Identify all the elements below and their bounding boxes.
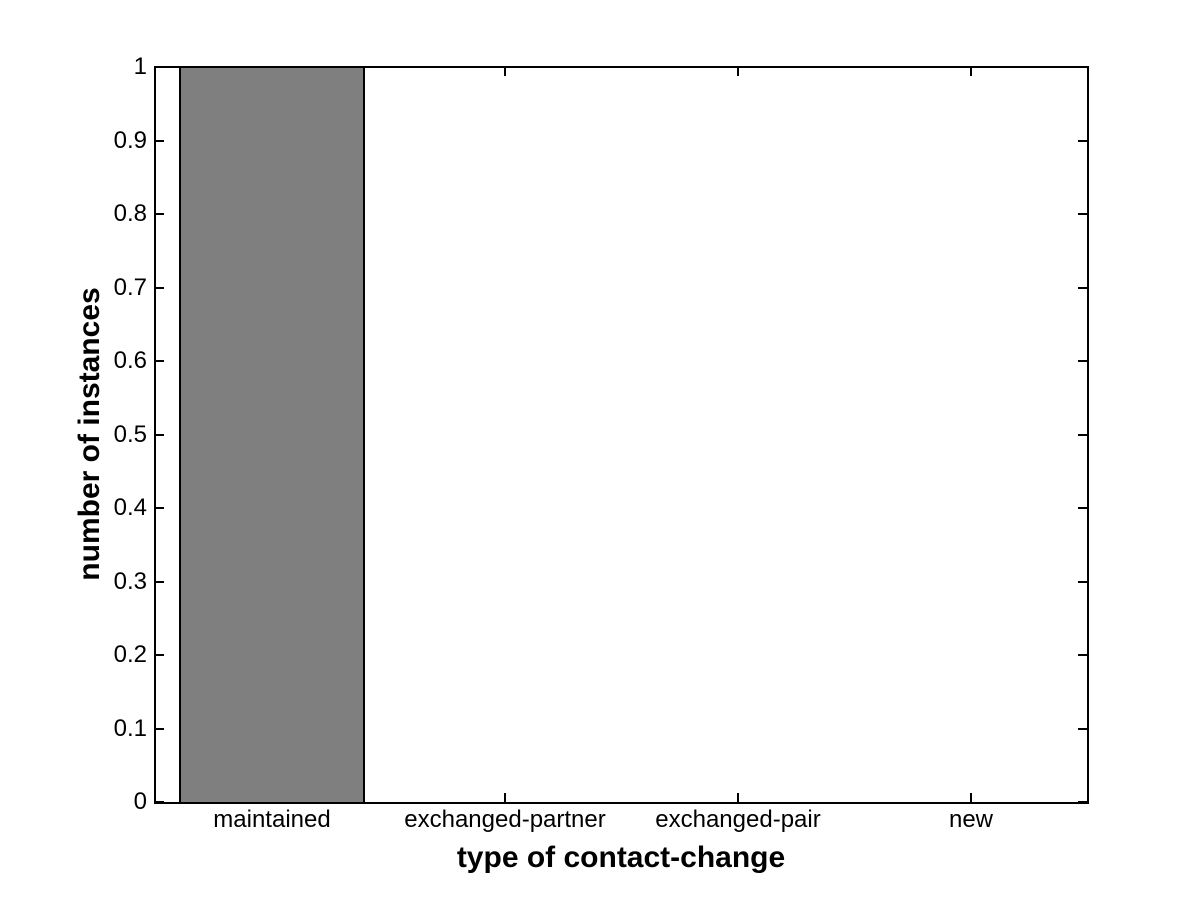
y-tick-label: 1 (133, 53, 147, 80)
y-tick-label: 0.4 (113, 494, 147, 521)
y-tick-label: 0.9 (113, 127, 147, 154)
x-tick-mark-mirror (737, 67, 739, 76)
y-tick-mark-mirror (1078, 728, 1087, 730)
y-tick-mark (155, 654, 164, 656)
y-tick-mark (155, 360, 164, 362)
y-tick-mark-mirror (1078, 434, 1087, 436)
y-tick-mark-mirror (1078, 801, 1087, 803)
y-tick-mark (155, 66, 164, 68)
y-tick-mark-mirror (1078, 581, 1087, 583)
x-tick-mark (737, 793, 739, 802)
y-tick-mark-mirror (1078, 654, 1087, 656)
x-tick-label-exchanged-partner: exchanged-partner (404, 806, 606, 833)
y-tick-label: 0 (133, 788, 147, 815)
y-tick-label: 0.6 (113, 347, 147, 374)
y-tick-mark-mirror (1078, 287, 1087, 289)
y-tick-mark (155, 507, 164, 509)
x-tick-mark (970, 793, 972, 802)
y-tick-label: 0.2 (113, 641, 147, 668)
y-tick-label: 0.7 (113, 274, 147, 301)
x-tick-label-new: new (948, 806, 994, 833)
y-tick-mark (155, 801, 164, 803)
y-tick-mark-mirror (1078, 360, 1087, 362)
y-tick-mark (155, 140, 164, 142)
y-tick-mark (155, 728, 164, 730)
x-tick-mark-mirror (970, 67, 972, 76)
y-tick-label: 0.5 (113, 421, 147, 448)
y-tick-mark-mirror (1078, 66, 1087, 68)
x-tick-label-maintained: maintained (213, 806, 331, 833)
y-tick-mark (155, 287, 164, 289)
bar-maintained (179, 66, 365, 804)
x-tick-mark (504, 793, 506, 802)
y-tick-mark-mirror (1078, 507, 1087, 509)
x-axis-label: type of contact-change (456, 841, 786, 874)
y-tick-mark (155, 581, 164, 583)
y-tick-label: 0.1 (113, 715, 147, 742)
y-tick-mark (155, 434, 164, 436)
x-tick-label-exchanged-pair: exchanged-pair (655, 806, 821, 833)
y-tick-label: 0.8 (113, 200, 147, 227)
y-tick-label: 0.3 (113, 568, 147, 595)
x-tick-mark-mirror (504, 67, 506, 76)
y-tick-mark-mirror (1078, 140, 1087, 142)
y-tick-mark-mirror (1078, 213, 1087, 215)
y-tick-mark (155, 213, 164, 215)
